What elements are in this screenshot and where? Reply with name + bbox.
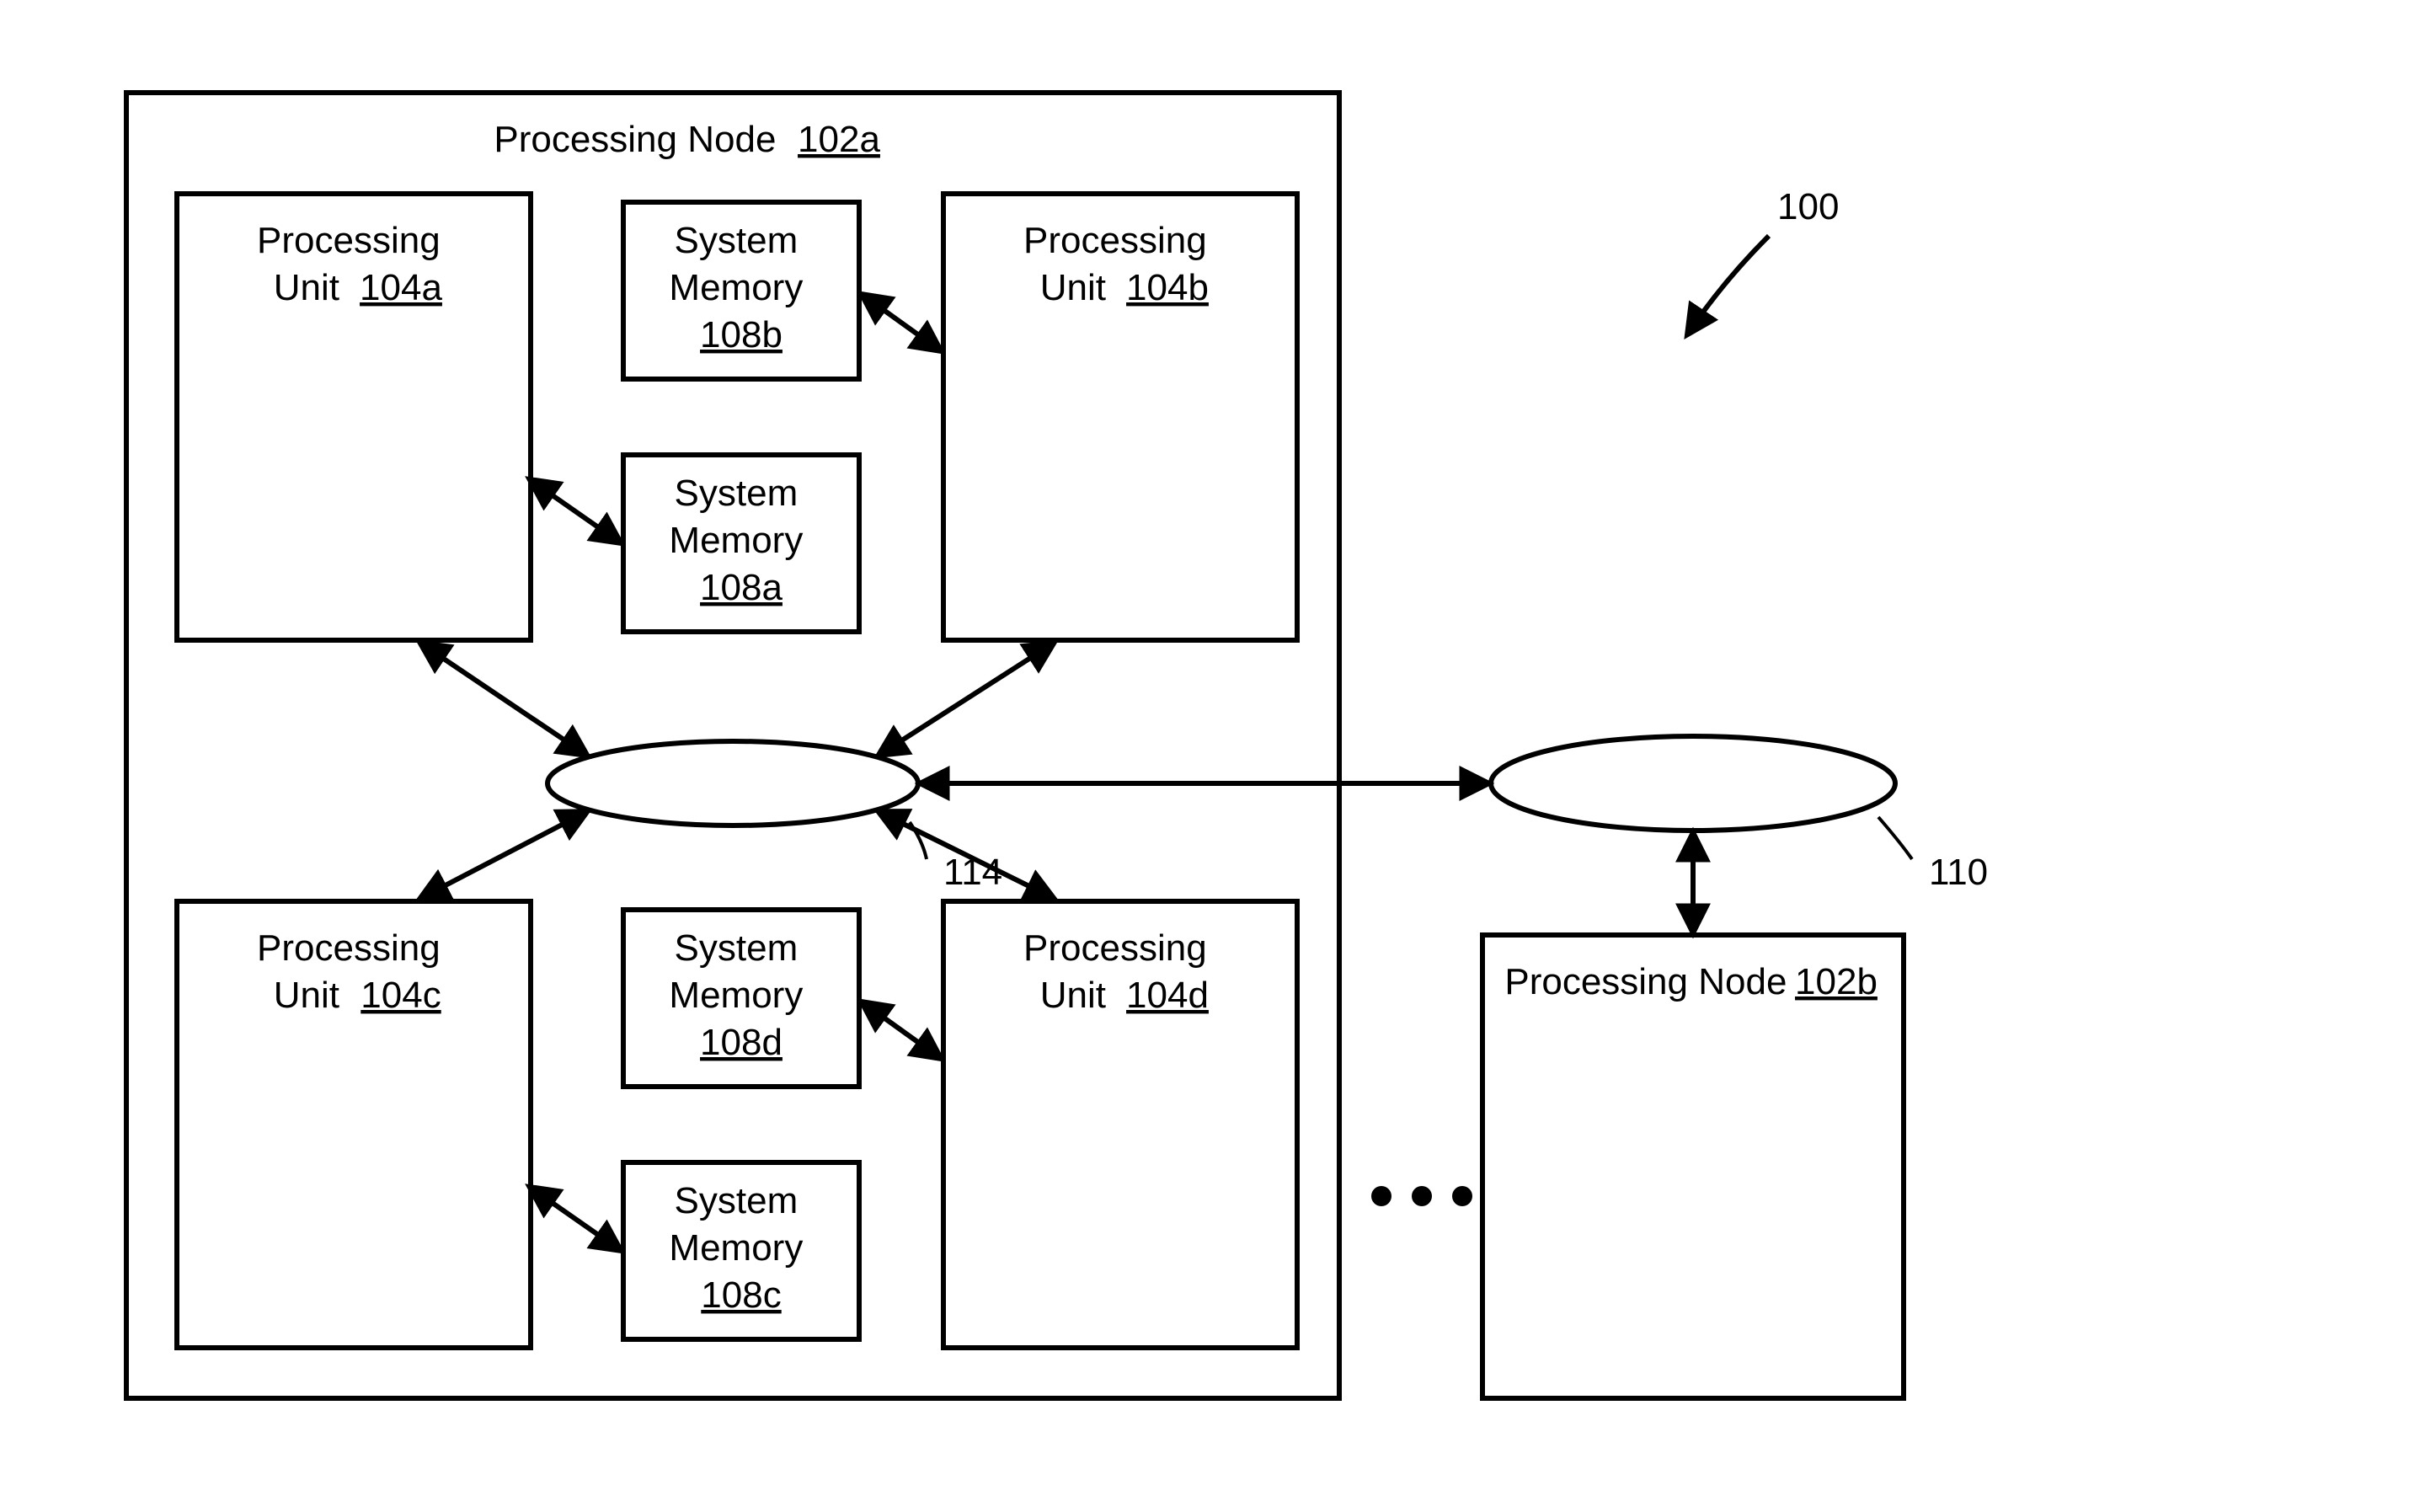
interconnect-110	[1491, 736, 1895, 831]
system-memory-108b: System Memory 108b	[623, 202, 859, 379]
processing-unit-104c: Processing Unit 104c	[177, 901, 531, 1348]
ref-110-tick	[1878, 817, 1912, 859]
svg-text:Processing Unit 10: Processing Unit 104a	[257, 220, 451, 308]
svg-text:System Memory 108b: System Memory 108b	[669, 220, 813, 355]
svg-text:System Memory 108d: System Memory 108d	[669, 927, 813, 1063]
system-memory-108d: System Memory 108d	[623, 910, 859, 1087]
svg-text:Processing Unit 10: Processing Unit 104b	[1023, 220, 1217, 308]
system-memory-108c: System Memory 108c	[623, 1162, 859, 1339]
processing-unit-104d: Processing Unit 104d	[943, 901, 1297, 1348]
svg-text:System Memory 108a: System Memory 108a	[669, 473, 813, 608]
ref-110-label: 110	[1929, 852, 1988, 893]
processing-unit-104a: Processing Unit 104a	[177, 194, 531, 640]
svg-text:Processing Unit 10: Processing Unit 104d	[1023, 927, 1217, 1016]
svg-text:System Memory 108c: System Memory 108c	[669, 1180, 813, 1316]
node-102b: Processing Node 102b	[1482, 935, 1904, 1398]
system-block-diagram: Processing Node 102a Processing Unit 104…	[0, 0, 2409, 1508]
svg-text:Processing Unit 10: Processing Unit 104c	[257, 927, 451, 1016]
internal-arrows	[421, 295, 1053, 1250]
ellipsis-icon	[1371, 1186, 1472, 1206]
figure-ref-100: 100	[1777, 186, 1839, 227]
node-102a-title: Processing Node 102a	[494, 119, 880, 160]
interconnect-114	[548, 741, 918, 825]
svg-text:Processing Node 102b: Processing Node 102b	[1504, 961, 1878, 1002]
figure-ref-100-arrow	[1688, 236, 1769, 334]
processing-unit-104b: Processing Unit 104b	[943, 194, 1297, 640]
system-memory-108a: System Memory 108a	[623, 455, 859, 632]
